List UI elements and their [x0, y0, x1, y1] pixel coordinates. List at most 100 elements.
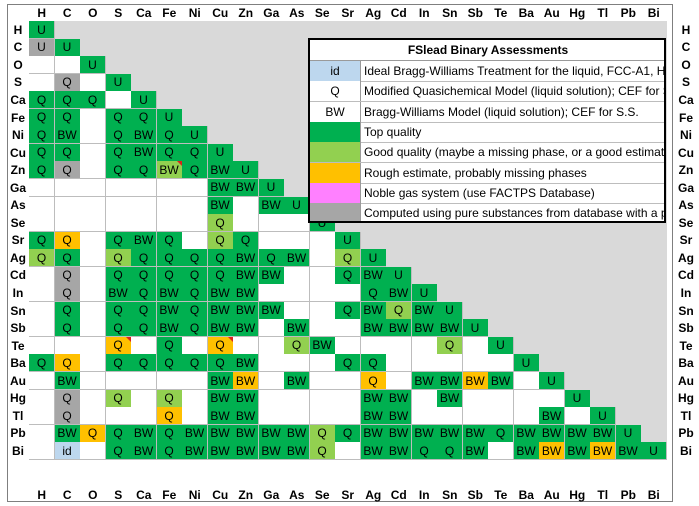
table-cell[interactable]: BW — [233, 424, 259, 443]
table-cell[interactable]: Q — [105, 266, 132, 285]
table-cell[interactable] — [258, 372, 285, 391]
table-cell[interactable]: U — [29, 21, 55, 40]
table-cell[interactable]: BW — [131, 143, 157, 162]
table-cell[interactable]: Q — [258, 249, 285, 268]
table-cell[interactable] — [462, 336, 489, 355]
table-cell[interactable]: U — [54, 38, 81, 57]
table-cell[interactable]: U — [233, 161, 259, 180]
table-cell[interactable]: U — [590, 407, 616, 426]
table-cell[interactable] — [335, 319, 361, 338]
table-cell[interactable]: Q — [54, 91, 81, 110]
table-cell[interactable]: Q — [182, 284, 208, 303]
table-cell[interactable]: Q — [29, 143, 55, 162]
table-cell[interactable] — [258, 231, 285, 250]
table-cell[interactable] — [258, 407, 285, 426]
table-cell[interactable]: BW — [437, 424, 463, 443]
table-cell[interactable]: Q — [156, 424, 183, 443]
table-cell[interactable]: Q — [131, 354, 157, 373]
table-cell[interactable]: BW — [207, 161, 234, 180]
table-cell[interactable]: BW — [258, 196, 285, 215]
table-cell[interactable] — [309, 249, 336, 268]
table-cell[interactable]: Q — [437, 442, 463, 461]
table-cell[interactable] — [386, 354, 412, 373]
table-cell[interactable]: U — [564, 389, 591, 408]
table-cell[interactable]: Q — [156, 336, 183, 355]
table-cell[interactable] — [29, 301, 55, 320]
table-cell[interactable]: Q — [105, 108, 132, 127]
table-cell[interactable] — [564, 407, 591, 426]
table-cell[interactable] — [156, 372, 183, 391]
table-cell[interactable]: Q — [105, 249, 132, 268]
table-cell[interactable] — [258, 389, 285, 408]
table-cell[interactable]: BW — [360, 301, 387, 320]
table-cell[interactable] — [233, 196, 259, 215]
table-cell[interactable]: Q — [105, 161, 132, 180]
table-cell[interactable]: BW — [462, 442, 489, 461]
table-cell[interactable]: BW — [360, 389, 387, 408]
table-cell[interactable]: U — [411, 284, 438, 303]
table-cell[interactable] — [437, 407, 463, 426]
table-cell[interactable] — [309, 231, 336, 250]
table-cell[interactable] — [54, 196, 81, 215]
table-cell[interactable]: BW — [284, 249, 310, 268]
table-cell[interactable]: BW — [386, 407, 412, 426]
table-cell[interactable] — [284, 231, 310, 250]
table-cell[interactable]: U — [258, 178, 285, 197]
table-cell[interactable]: BW — [590, 424, 616, 443]
table-cell[interactable]: BW — [233, 178, 259, 197]
table-cell[interactable]: BW — [207, 284, 234, 303]
table-cell[interactable]: Q — [105, 442, 132, 461]
table-cell[interactable]: Q — [105, 336, 132, 355]
table-cell[interactable] — [488, 407, 514, 426]
table-cell[interactable]: BW — [411, 301, 438, 320]
table-cell[interactable]: BW — [284, 424, 310, 443]
table-cell[interactable]: Q — [131, 319, 157, 338]
table-cell[interactable]: BW — [233, 319, 259, 338]
table-cell[interactable]: BW — [182, 424, 208, 443]
table-cell[interactable] — [182, 214, 208, 233]
table-cell[interactable] — [54, 214, 81, 233]
table-cell[interactable] — [284, 389, 310, 408]
table-cell[interactable]: U — [284, 196, 310, 215]
table-cell[interactable]: Q — [54, 354, 81, 373]
table-cell[interactable]: Q — [29, 161, 55, 180]
table-cell[interactable]: BW — [233, 407, 259, 426]
table-cell[interactable]: Q — [131, 108, 157, 127]
table-cell[interactable]: BW — [360, 424, 387, 443]
table-cell[interactable]: BW — [411, 424, 438, 443]
table-cell[interactable] — [29, 319, 55, 338]
table-cell[interactable]: Q — [207, 354, 234, 373]
table-cell[interactable] — [462, 354, 489, 373]
table-cell[interactable] — [156, 196, 183, 215]
table-cell[interactable] — [386, 336, 412, 355]
table-cell[interactable]: Q — [54, 266, 81, 285]
table-cell[interactable] — [258, 354, 285, 373]
table-cell[interactable]: BW — [258, 266, 285, 285]
table-cell[interactable] — [284, 407, 310, 426]
table-cell[interactable] — [335, 284, 361, 303]
table-cell[interactable] — [182, 336, 208, 355]
table-cell[interactable]: BW — [207, 424, 234, 443]
table-cell[interactable]: BW — [386, 319, 412, 338]
table-cell[interactable] — [80, 372, 106, 391]
table-cell[interactable]: BW — [411, 319, 438, 338]
table-cell[interactable] — [335, 442, 361, 461]
table-cell[interactable]: U — [156, 108, 183, 127]
table-cell[interactable] — [80, 284, 106, 303]
table-cell[interactable] — [258, 284, 285, 303]
table-cell[interactable]: U — [539, 372, 565, 391]
table-cell[interactable]: Q — [131, 161, 157, 180]
table-cell[interactable]: BW — [437, 372, 463, 391]
table-cell[interactable]: BW — [258, 301, 285, 320]
table-cell[interactable] — [131, 372, 157, 391]
table-cell[interactable]: BW — [386, 389, 412, 408]
table-cell[interactable]: U — [80, 56, 106, 75]
table-cell[interactable]: Q — [29, 108, 55, 127]
table-cell[interactable] — [29, 196, 55, 215]
table-cell[interactable] — [80, 319, 106, 338]
table-cell[interactable]: BW — [182, 442, 208, 461]
table-cell[interactable]: BW — [207, 319, 234, 338]
table-cell[interactable] — [54, 336, 81, 355]
table-cell[interactable] — [80, 407, 106, 426]
table-cell[interactable] — [284, 284, 310, 303]
